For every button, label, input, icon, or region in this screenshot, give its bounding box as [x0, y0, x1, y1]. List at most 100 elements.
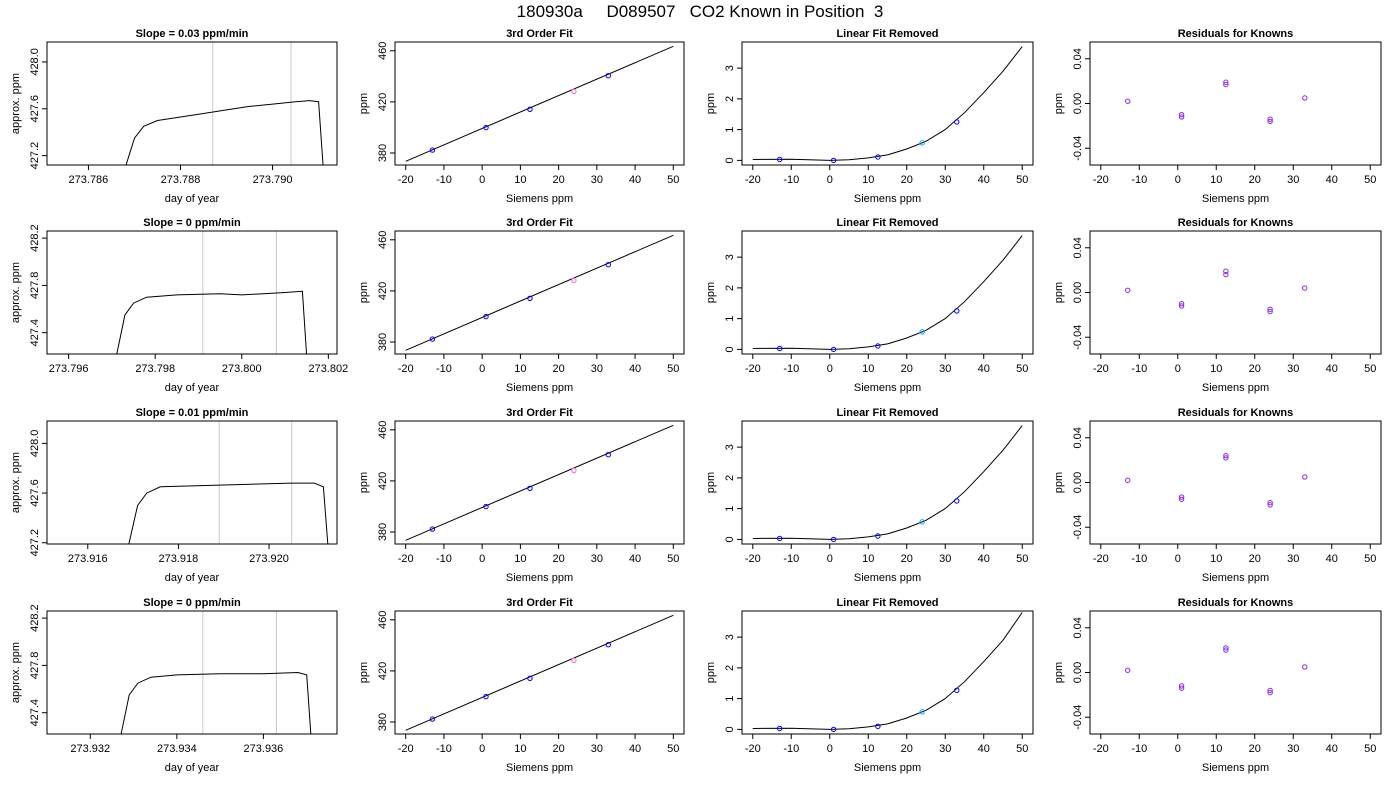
- x-tick-label: 50: [667, 553, 679, 565]
- panel-title: Residuals for Knowns: [1178, 407, 1294, 419]
- data-point: [1223, 79, 1229, 85]
- x-tick-label: 50: [1364, 363, 1376, 375]
- series-line: [405, 424, 674, 541]
- data-point: [777, 156, 783, 163]
- plot-frame: [46, 420, 338, 545]
- panel-title: Slope = 0 ppm/min: [143, 217, 241, 229]
- series-line: [752, 235, 1023, 350]
- x-tick-label: 20: [552, 553, 564, 565]
- panel-title: 3rd Order Fit: [506, 28, 573, 40]
- y-tick-label: 0.04: [1072, 427, 1084, 448]
- plot-frame: [46, 610, 338, 735]
- y-tick-label: 0.00: [1072, 93, 1084, 114]
- x-tick-label: 30: [591, 553, 603, 565]
- y-tick-label: 0: [724, 346, 736, 352]
- x-tick-label: 40: [978, 174, 990, 186]
- y-tick-label: 428.0: [29, 48, 41, 76]
- x-tick-label: 10: [1210, 174, 1222, 186]
- plot-frame: [1089, 420, 1382, 545]
- data-point: [1223, 81, 1229, 88]
- data-point: [1223, 645, 1229, 651]
- x-tick-label: -10: [783, 743, 799, 755]
- x-tick-label: -10: [783, 363, 799, 375]
- data-point: [1178, 111, 1185, 118]
- data-point: [1302, 664, 1308, 670]
- data-point: [875, 723, 881, 730]
- data-point: [1178, 300, 1185, 307]
- x-tick-label: 20: [552, 363, 564, 375]
- x-axis-label: Siemens ppm: [1202, 193, 1269, 205]
- data-point: [830, 346, 837, 353]
- x-tick-label: 30: [1287, 363, 1299, 375]
- x-tick-label: 10: [1210, 743, 1222, 755]
- y-tick-label: 2: [724, 96, 736, 102]
- plot-frame: [394, 610, 685, 735]
- data-point: [1125, 98, 1131, 104]
- x-axis-label: Siemens ppm: [1202, 572, 1269, 584]
- series-line: [405, 614, 674, 731]
- x-tick-label: 40: [978, 553, 990, 565]
- x-axis-label: Siemens ppm: [854, 762, 921, 774]
- panel-title: Slope = 0.03 ppm/min: [136, 28, 249, 40]
- data-point: [919, 140, 925, 146]
- y-tick-label: 420: [377, 282, 389, 300]
- y-tick-label: 460: [377, 611, 389, 629]
- x-tick-label: 30: [1287, 174, 1299, 186]
- data-point: [1223, 271, 1229, 278]
- y-tick-label: 427.6: [29, 95, 41, 123]
- data-point: [1223, 268, 1229, 274]
- plot-frame: [1089, 610, 1382, 735]
- y-tick-label: 427.6: [29, 479, 41, 507]
- data-point: [1223, 452, 1229, 459]
- series-line: [125, 100, 324, 165]
- panel-title: Linear Fit Removed: [836, 407, 938, 419]
- x-tick-label: -10: [436, 363, 452, 375]
- y-axis-label: approx. ppm: [10, 452, 22, 513]
- y-tick-label: 3: [724, 65, 736, 71]
- y-tick-label: 0: [724, 157, 736, 163]
- x-tick-label: 10: [514, 363, 526, 375]
- data-point: [777, 725, 783, 732]
- y-tick-label: 0.04: [1072, 617, 1084, 638]
- x-tick-label: 273.936: [244, 743, 284, 755]
- y-tick-label: 0.04: [1072, 237, 1084, 258]
- x-tick-label: 0: [479, 553, 485, 565]
- x-tick-label: 50: [1364, 743, 1376, 755]
- data-point: [527, 675, 533, 682]
- data-point: [1125, 477, 1131, 483]
- data-point: [1178, 494, 1185, 500]
- data-point: [1302, 95, 1308, 101]
- data-point: [527, 106, 533, 113]
- data-point: [875, 154, 881, 160]
- data-point: [830, 536, 837, 543]
- data-point: [429, 716, 436, 722]
- data-point: [483, 503, 489, 510]
- data-point: [1267, 502, 1273, 508]
- plot-frame: [741, 610, 1034, 735]
- data-point: [483, 313, 489, 320]
- x-tick-label: -20: [1093, 174, 1109, 186]
- x-tick-label: -10: [783, 174, 799, 186]
- y-tick-label: 427.4: [29, 319, 41, 347]
- data-point: [1302, 474, 1308, 480]
- x-tick-label: 273.790: [253, 174, 293, 186]
- data-point: [1223, 647, 1229, 653]
- series-line: [405, 45, 674, 162]
- y-tick-label: 420: [377, 93, 389, 111]
- data-point: [1178, 685, 1185, 691]
- x-tick-label: 10: [514, 553, 526, 565]
- x-tick-label: -20: [398, 363, 414, 375]
- x-tick-label: 20: [901, 363, 913, 375]
- x-tick-label: 273.788: [161, 174, 201, 186]
- data-point: [605, 262, 612, 268]
- x-tick-label: 20: [901, 174, 913, 186]
- x-tick-label: 30: [591, 743, 603, 755]
- y-tick-label: 2: [724, 285, 736, 291]
- plot-frame: [741, 420, 1034, 545]
- x-tick-label: 273.934: [157, 743, 197, 755]
- plot-frame: [46, 41, 338, 166]
- x-axis-label: day of year: [165, 572, 220, 584]
- x-tick-label: 273.800: [222, 363, 262, 375]
- x-axis-label: Siemens ppm: [1202, 382, 1269, 394]
- data-point: [830, 157, 837, 164]
